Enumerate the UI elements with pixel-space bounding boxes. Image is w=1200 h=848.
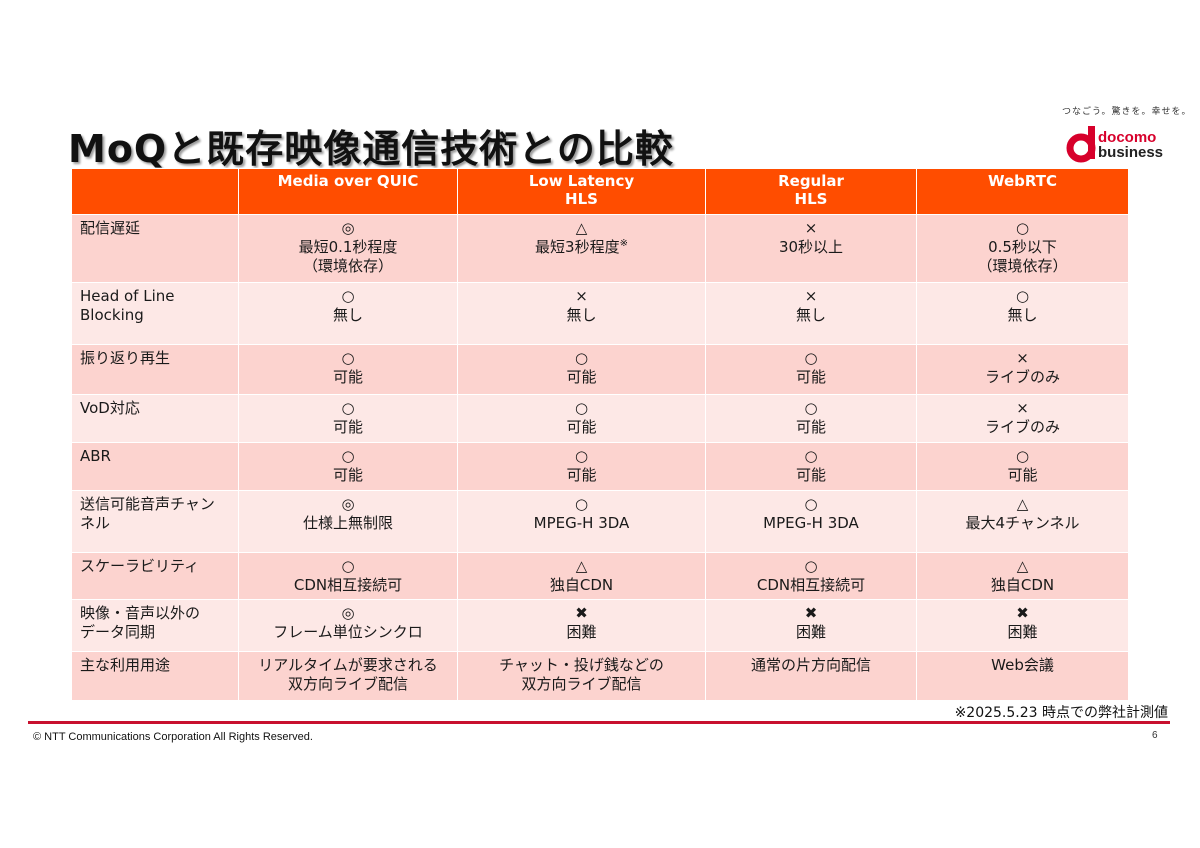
header-ll-hls: Low Latency HLS [457, 168, 706, 215]
footer-divider [28, 721, 1170, 724]
table-cell: ○ 可能 [238, 344, 458, 395]
table-cell: ✖ 困難 [457, 599, 706, 652]
table-cell: Web会議 [916, 651, 1129, 701]
table-cell: ○ 無し [916, 282, 1129, 345]
table-row: 振り返り再生 ○ 可能 ○ 可能 ○ 可能 × ライブのみ [71, 344, 1129, 395]
table-cell: リアルタイムが要求される 双方向ライブ配信 [238, 651, 458, 701]
table-cell: ○ 可能 [457, 394, 706, 443]
table-cell: ◎ 最短0.1秒程度 （環境依存） [238, 214, 458, 283]
row-label: スケーラビリティ [71, 552, 239, 600]
table-row: 主な利用用途 リアルタイムが要求される 双方向ライブ配信 チャット・投げ銭などの双… [71, 651, 1129, 701]
table-cell: ○ 可能 [238, 394, 458, 443]
table-cell: ○ 可能 [705, 442, 917, 491]
comparison-table: Media over QUIC Low Latency HLS Regular HL… [71, 168, 1129, 701]
table-cell: × ライブのみ [916, 394, 1129, 443]
table-cell: △ 最短3秒程度※ [457, 214, 706, 283]
table-cell: ○ 可能 [238, 442, 458, 491]
table-cell: ◎ フレーム単位シンクロ [238, 599, 458, 652]
row-label: 振り返り再生 [71, 344, 239, 395]
table-cell: × ライブのみ [916, 344, 1129, 395]
table-cell: ○ 0.5秒以下 （環境依存） [916, 214, 1129, 283]
table-cell: △ 最大4チャンネル [916, 490, 1129, 553]
table-row: ABR ○ 可能 ○ 可能 ○ 可能 ○ 可能 [71, 442, 1129, 491]
logo-text-docomo: docomo [1098, 129, 1157, 146]
header-regular-hls: Regular HLS [705, 168, 917, 215]
docomo-business-logo: docomo business [1066, 124, 1170, 164]
table-cell: × 無し [705, 282, 917, 345]
table-cell: ○ CDN相互接続可 [705, 552, 917, 600]
copyright-text: © NTT Communications Corporation All Rig… [33, 731, 313, 743]
table-cell: チャット・投げ銭などの 双方向ライブ配信 [457, 651, 706, 701]
table-row: 配信遅延 ◎ 最短0.1秒程度 （環境依存） △ 最短3秒程度※ × 30秒以上 ○ 0.… [71, 214, 1129, 283]
table-cell: ○ 可能 [457, 344, 706, 395]
table-cell: ✖ 困難 [916, 599, 1129, 652]
table-row: Head of Line Blocking ○ 無し × 無し × 無し ○ 無し [71, 282, 1129, 345]
table-cell: ○ 可能 [705, 344, 917, 395]
table-cell: ○ 可能 [916, 442, 1129, 491]
table-cell: ○ 可能 [705, 394, 917, 443]
table-cell: ○ 無し [238, 282, 458, 345]
table-cell: ○ MPEG-H 3DA [457, 490, 706, 553]
logo-text-business: business [1098, 144, 1164, 161]
row-label: VoD対応 [71, 394, 239, 443]
table-header-row: Media over QUIC Low Latency HLS Regular HL… [71, 168, 1129, 215]
table-cell: ○ MPEG-H 3DA [705, 490, 917, 553]
table-cell: ✖ 困難 [705, 599, 917, 652]
row-label: 配信遅延 [71, 214, 239, 283]
row-label: 主な利用用途 [71, 651, 239, 701]
row-label: 送信可能音声チャン ネル [71, 490, 239, 553]
docomo-d-icon [1066, 126, 1096, 163]
table-cell: ◎ 仕様上無制限 [238, 490, 458, 553]
header-webrtc: WebRTC [916, 168, 1129, 215]
header-moq: Media over QUIC [238, 168, 458, 215]
row-label: 映像・音声以外の データ同期 [71, 599, 239, 652]
measurement-note: ※2025.5.23 時点での弊社計測値 [954, 705, 1168, 721]
table-row: 送信可能音声チャン ネル ◎ 仕様上無制限 ○ MPEG-H 3DA ○ MPEG-H … [71, 490, 1129, 553]
footnote-mark: ※ [619, 238, 628, 249]
table-row: VoD対応 ○ 可能 ○ 可能 ○ 可能 × ライブのみ [71, 394, 1129, 443]
table-cell: △ 独自CDN [916, 552, 1129, 600]
page-title: MoQと既存映像通信技術との比較 [68, 127, 674, 171]
header-empty [71, 168, 239, 215]
table-cell: ○ 可能 [457, 442, 706, 491]
brand-tagline: つなごう。驚きを。幸せを。 [1062, 107, 1192, 117]
table-row: 映像・音声以外の データ同期 ◎ フレーム単位シンクロ ✖ 困難 ✖ 困難 ✖ 困難 [71, 599, 1129, 652]
table-cell: × 30秒以上 [705, 214, 917, 283]
row-label: ABR [71, 442, 239, 491]
row-label: Head of Line Blocking [71, 282, 239, 345]
page-number: 6 [1152, 730, 1158, 741]
table-cell: △ 独自CDN [457, 552, 706, 600]
table-cell: 通常の片方向配信 [705, 651, 917, 701]
table-row: スケーラビリティ ○ CDN相互接続可 △ 独自CDN ○ CDN相互接続可 △ 独自C… [71, 552, 1129, 600]
table-cell: ○ CDN相互接続可 [238, 552, 458, 600]
table-cell: × 無し [457, 282, 706, 345]
